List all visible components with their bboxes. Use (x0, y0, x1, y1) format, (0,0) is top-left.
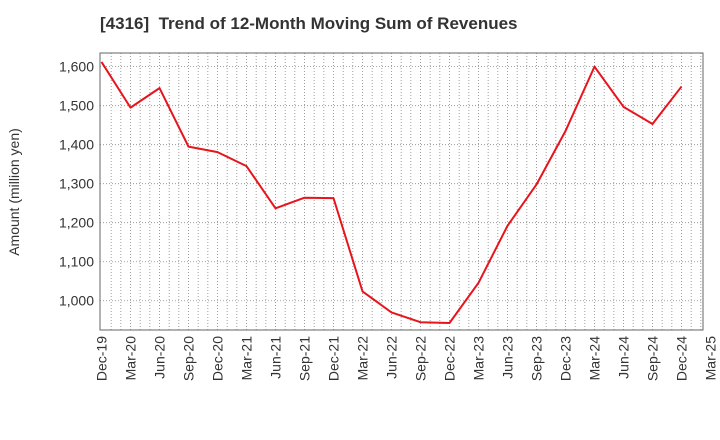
x-tick-label: Mar-24 (587, 336, 603, 381)
x-tick-label: Jun-23 (500, 336, 516, 379)
x-tick-label: Dec-19 (94, 336, 110, 381)
x-tick-label: Jun-22 (384, 336, 400, 379)
x-tick-label: Sep-20 (181, 336, 197, 381)
x-tick-label: Sep-21 (297, 336, 313, 381)
y-axis: 1,000 1,100 1,200 1,300 1,400 1,500 1,600 (59, 59, 94, 309)
x-tick-label: Mar-20 (123, 336, 139, 381)
y-tick-label: 1,300 (59, 176, 94, 192)
x-tick-label: Mar-21 (239, 336, 255, 381)
y-tick-label: 1,100 (59, 254, 94, 270)
x-tick-label: Sep-22 (413, 336, 429, 381)
series-layer (100, 61, 683, 324)
x-tick-label: Dec-22 (442, 336, 458, 381)
y-tick-label: 1,200 (59, 215, 94, 231)
x-axis: Dec-19 Mar-20 Jun-20 Sep-20 Dec-20 Mar-21 Jun-… (94, 336, 719, 381)
x-tick-label: Mar-22 (355, 336, 371, 381)
y-tick-label: 1,400 (59, 137, 94, 153)
grid (100, 53, 703, 330)
x-tick-label: Jun-21 (268, 336, 284, 379)
y-tick-label: 1,500 (59, 98, 94, 114)
x-tick-label: Sep-23 (529, 336, 545, 381)
x-tick-label: Sep-24 (645, 336, 661, 381)
y-tick-label: 1,000 (59, 293, 94, 309)
x-tick-label: Mar-23 (471, 336, 487, 381)
x-tick-label: Jun-24 (616, 336, 632, 379)
chart-title: [4316] Trend of 12-Month Moving Sum of R… (100, 14, 518, 33)
x-tick-label: Dec-20 (210, 336, 226, 381)
x-tick-label: Dec-21 (326, 336, 342, 381)
revenue-line (100, 61, 683, 324)
x-tick-label: Jun-20 (152, 336, 168, 379)
x-tick-label: Mar-25 (703, 336, 719, 381)
y-tick-label: 1,600 (59, 59, 94, 75)
x-tick-label: Dec-24 (674, 336, 690, 381)
plot-area (99, 52, 704, 331)
x-tick-label: Dec-23 (558, 336, 574, 381)
